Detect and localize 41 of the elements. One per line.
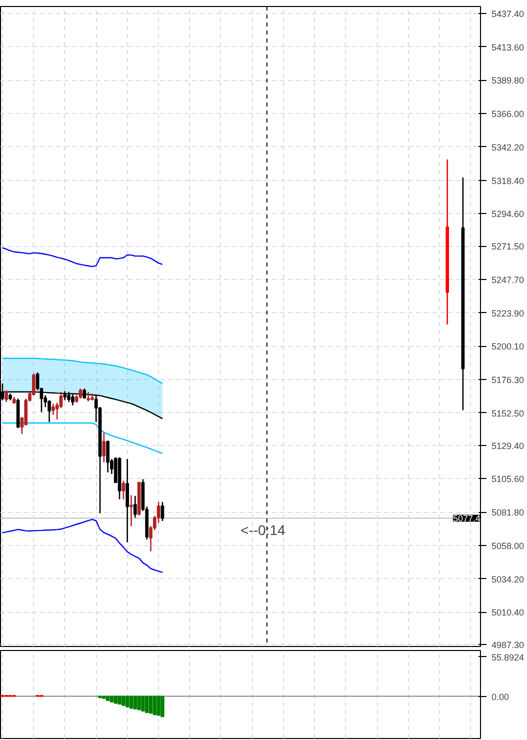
- y-tick-label: 5081.80: [492, 508, 524, 518]
- candlestick: [59, 391, 63, 409]
- candlestick: [160, 501, 164, 522]
- candlestick: [102, 432, 106, 463]
- y-tick-label: 5176.30: [492, 375, 524, 386]
- candlestick: [52, 403, 55, 416]
- y-tick-label: 5342.20: [492, 142, 524, 152]
- y-tick-label: 5058.00: [492, 540, 524, 551]
- y-tick-label: 5318.40: [492, 176, 524, 186]
- candlestick: [4, 390, 8, 403]
- candlestick: [106, 440, 110, 474]
- candlestick: [71, 394, 74, 406]
- line-series: [2, 518, 164, 573]
- y-tick-label: 55.8924: [492, 652, 524, 662]
- y-tick-label: 5152.50: [492, 408, 524, 418]
- candlestick: [122, 480, 126, 500]
- y-tick-label: 5010.40: [492, 608, 524, 618]
- candlestick: [48, 400, 51, 423]
- y-tick-label: 5200.10: [492, 342, 524, 352]
- y-tick-label: 5105.60: [492, 474, 524, 484]
- y-tick-label: 4987.30: [492, 640, 524, 650]
- candlestick: [126, 458, 129, 543]
- y-tick-label: 5247.70: [492, 274, 524, 285]
- y-tick-label: 5437.40: [492, 9, 524, 20]
- y-tick-label: 5366.00: [492, 109, 524, 120]
- candlestick: [130, 494, 133, 527]
- y-tick-label: 0.00: [492, 692, 510, 702]
- y-tick-label: 5294.60: [492, 209, 524, 220]
- candlestick: [86, 391, 90, 402]
- ref-line-label: 5077.4: [452, 514, 481, 524]
- y-tick-label: 5223.90: [492, 308, 524, 318]
- candlestick: [133, 495, 137, 518]
- y-tick-label: 5034.20: [492, 574, 524, 584]
- annotation: <--0:14: [240, 522, 286, 538]
- y-tick-label: 5129.40: [492, 440, 524, 451]
- candlestick: [78, 388, 82, 400]
- line-series: [2, 247, 164, 268]
- line-series: [2, 358, 164, 384]
- y-tick-label: 5271.50: [492, 242, 524, 252]
- y-tick-label: 5389.80: [492, 76, 524, 86]
- y-tick-label: 5413.60: [492, 42, 524, 52]
